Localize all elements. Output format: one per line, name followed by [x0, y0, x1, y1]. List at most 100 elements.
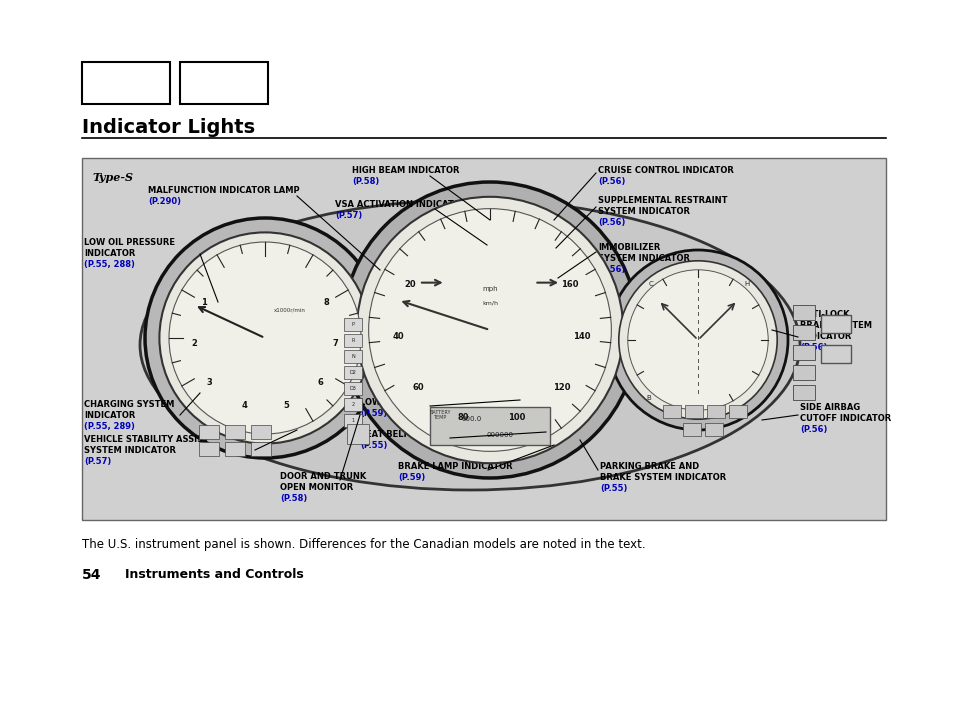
Text: 5: 5: [283, 401, 289, 410]
Bar: [706, 405, 724, 417]
Bar: [344, 366, 362, 379]
Text: (P.55): (P.55): [599, 484, 627, 493]
Text: LOW OIL PRESSURE: LOW OIL PRESSURE: [84, 238, 174, 247]
Text: N: N: [351, 354, 355, 359]
Text: OPEN MONITOR: OPEN MONITOR: [280, 483, 353, 492]
Bar: [346, 424, 368, 444]
Text: BRAKE SYSTEM: BRAKE SYSTEM: [800, 321, 871, 330]
Text: SIDE AIRBAG: SIDE AIRBAG: [800, 403, 860, 412]
Text: P: P: [352, 322, 355, 327]
Circle shape: [618, 261, 777, 419]
Text: D3: D3: [350, 386, 356, 391]
Text: INDICATOR: INDICATOR: [800, 332, 850, 341]
Bar: [82, 158, 885, 520]
Bar: [82, 62, 170, 104]
Bar: [430, 407, 550, 445]
Bar: [344, 350, 362, 363]
Text: (P.56): (P.56): [598, 265, 625, 274]
Circle shape: [607, 250, 787, 430]
Text: (P.56): (P.56): [800, 425, 826, 434]
Text: 40: 40: [393, 332, 404, 342]
Text: BATTERY
TEMP: BATTERY TEMP: [429, 410, 450, 420]
Text: 000.0: 000.0: [461, 416, 481, 422]
Bar: [344, 318, 362, 331]
Bar: [821, 345, 850, 363]
Bar: [225, 425, 245, 439]
Text: 8: 8: [323, 298, 329, 307]
Circle shape: [627, 270, 767, 410]
Text: (P.59): (P.59): [359, 409, 387, 418]
Text: DOOR AND TRUNK: DOOR AND TRUNK: [280, 472, 366, 481]
Text: VEHICLE STABILITY ASSIST: VEHICLE STABILITY ASSIST: [84, 435, 209, 444]
Bar: [821, 315, 850, 333]
Text: 2: 2: [192, 339, 197, 348]
Text: 1: 1: [200, 298, 207, 307]
Circle shape: [159, 232, 370, 444]
Text: (P.56): (P.56): [598, 177, 625, 186]
Bar: [792, 385, 814, 400]
Text: HIGH BEAM INDICATOR: HIGH BEAM INDICATOR: [352, 166, 459, 175]
Text: (P.58): (P.58): [352, 177, 379, 186]
Text: Indicator Lights: Indicator Lights: [82, 118, 254, 137]
Text: (P.290): (P.290): [148, 197, 181, 206]
Text: 60: 60: [412, 383, 424, 392]
Text: 6: 6: [317, 378, 323, 387]
Text: INDICATOR: INDICATOR: [84, 411, 135, 420]
Bar: [344, 414, 362, 427]
Bar: [199, 425, 219, 439]
Text: (P.55): (P.55): [359, 441, 387, 450]
Text: CHARGING SYSTEM: CHARGING SYSTEM: [84, 400, 174, 409]
Text: SUPPLEMENTAL RESTRAINT: SUPPLEMENTAL RESTRAINT: [598, 196, 727, 205]
Text: (P.57): (P.57): [84, 457, 112, 466]
Circle shape: [341, 182, 638, 478]
Bar: [792, 325, 814, 340]
Text: INDICATOR: INDICATOR: [84, 249, 135, 258]
Bar: [199, 442, 219, 456]
Text: 1: 1: [352, 417, 355, 422]
Text: (P.59): (P.59): [397, 473, 425, 482]
Bar: [792, 365, 814, 380]
Text: 000000: 000000: [486, 432, 513, 438]
Bar: [662, 405, 680, 417]
Text: (P.55, 288): (P.55, 288): [84, 260, 134, 269]
Bar: [344, 382, 362, 395]
Bar: [225, 442, 245, 456]
Text: (P.56): (P.56): [800, 343, 826, 352]
Text: SEAT BELT REMINDER LIGHT: SEAT BELT REMINDER LIGHT: [359, 430, 491, 439]
Text: 3: 3: [207, 378, 213, 387]
Text: 20: 20: [404, 280, 416, 289]
Circle shape: [368, 209, 611, 452]
Text: SYSTEM INDICATOR: SYSTEM INDICATOR: [598, 254, 689, 263]
Text: 160: 160: [560, 280, 578, 289]
Bar: [728, 405, 746, 417]
Text: The U.S. instrument panel is shown. Differences for the Canadian models are note: The U.S. instrument panel is shown. Diff…: [82, 538, 645, 551]
Text: Instruments and Controls: Instruments and Controls: [125, 568, 303, 581]
Text: Type-S: Type-S: [91, 172, 132, 183]
Text: SYSTEM INDICATOR: SYSTEM INDICATOR: [84, 446, 175, 455]
Text: SYSTEM INDICATOR: SYSTEM INDICATOR: [598, 207, 689, 216]
Text: 2: 2: [352, 401, 355, 407]
Text: BRAKE LAMP INDICATOR: BRAKE LAMP INDICATOR: [397, 462, 512, 471]
Text: (P.58): (P.58): [280, 494, 307, 503]
Circle shape: [145, 218, 385, 458]
Text: B: B: [645, 395, 650, 401]
Text: (P.57): (P.57): [335, 211, 362, 220]
Bar: [344, 398, 362, 411]
Text: 120: 120: [553, 383, 570, 392]
Text: 140: 140: [572, 332, 590, 342]
Text: CRUISE CONTROL INDICATOR: CRUISE CONTROL INDICATOR: [598, 166, 733, 175]
Bar: [704, 422, 722, 436]
Bar: [251, 425, 271, 439]
Text: (P.55, 289): (P.55, 289): [84, 422, 134, 431]
Ellipse shape: [140, 200, 800, 490]
Text: IMMOBILIZER: IMMOBILIZER: [598, 243, 659, 252]
Text: 4: 4: [241, 401, 247, 410]
Text: x1000r/min: x1000r/min: [274, 307, 306, 312]
Text: ANTI-LOCK: ANTI-LOCK: [800, 310, 850, 319]
Bar: [682, 422, 700, 436]
Text: 7: 7: [333, 339, 338, 348]
Circle shape: [169, 242, 360, 434]
Text: R: R: [352, 337, 355, 342]
Text: VSA ACTIVATION INDICATOR: VSA ACTIVATION INDICATOR: [335, 200, 467, 209]
Text: 100: 100: [508, 413, 525, 422]
